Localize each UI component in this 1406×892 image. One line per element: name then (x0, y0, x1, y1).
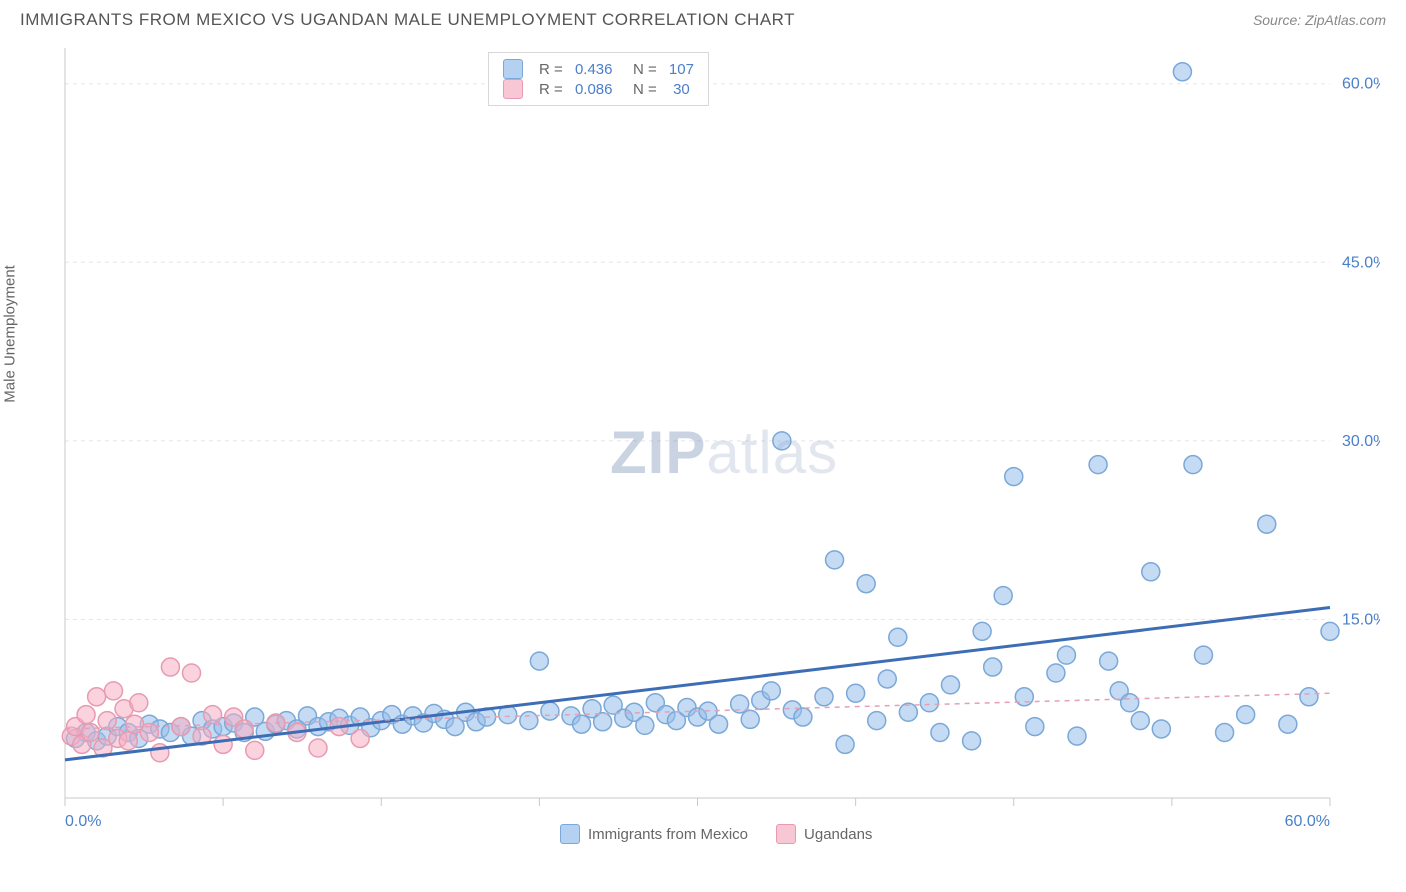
r-label: R = (539, 61, 567, 78)
n-value: 107 (669, 61, 694, 78)
legend-label: Immigrants from Mexico (588, 826, 748, 843)
r-label: R = (539, 81, 567, 98)
legend-row: R = 0.436 N = 107 (503, 59, 694, 79)
r-value: 0.436 (575, 61, 613, 78)
svg-text:60.0%: 60.0% (1342, 76, 1380, 93)
series-legend: Immigrants from Mexico Ugandans (560, 824, 872, 844)
legend-swatch (560, 824, 580, 844)
legend-label: Ugandans (804, 826, 872, 843)
legend-swatch (503, 59, 523, 79)
correlation-legend: R = 0.436 N = 107R = 0.086 N = 30 (488, 52, 709, 106)
header: IMMIGRANTS FROM MEXICO VS UGANDAN MALE U… (0, 0, 1406, 30)
scatter-chart: 15.0% 30.0% 45.0% 60.0% 0.0% 60.0% (50, 38, 1380, 888)
chart-area: Male Unemployment 15.0%30.0%45.0%60.0%0.… (20, 38, 1386, 888)
y-axis-label: Male Unemployment (2, 265, 19, 403)
legend-item: Immigrants from Mexico (560, 824, 748, 844)
legend-swatch (503, 79, 523, 99)
svg-text:15.0%: 15.0% (1342, 611, 1380, 628)
n-label: N = (620, 81, 660, 98)
svg-text:45.0%: 45.0% (1342, 254, 1380, 271)
svg-text:60.0%: 60.0% (1285, 813, 1330, 830)
source-text: Source: ZipAtlas.com (1253, 12, 1386, 28)
legend-swatch (776, 824, 796, 844)
legend-item: Ugandans (776, 824, 872, 844)
svg-text:0.0%: 0.0% (65, 813, 101, 830)
n-label: N = (620, 61, 660, 78)
svg-text:30.0%: 30.0% (1342, 433, 1380, 450)
plot-container: 15.0% 30.0% 45.0% 60.0% 0.0% 60.0% R = 0.436 … (50, 38, 1386, 888)
chart-title: IMMIGRANTS FROM MEXICO VS UGANDAN MALE U… (20, 10, 795, 30)
n-value: 30 (669, 81, 690, 98)
r-value: 0.086 (575, 81, 613, 98)
legend-row: R = 0.086 N = 30 (503, 79, 694, 99)
